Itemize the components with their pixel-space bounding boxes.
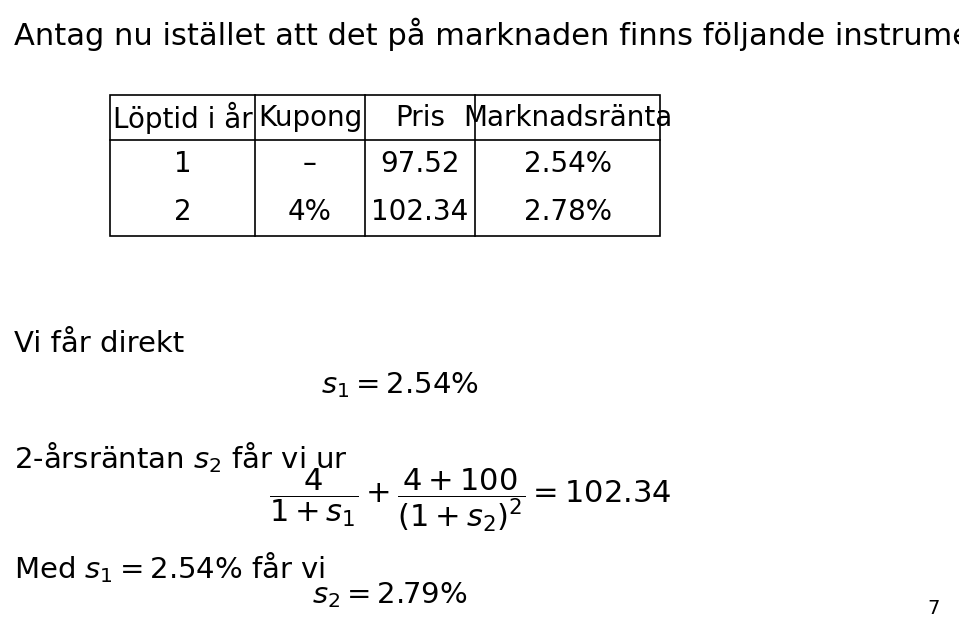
Text: $s_1 = 2.54\%$: $s_1 = 2.54\%$ xyxy=(321,370,479,400)
Text: $s_2 = 2.79\%$: $s_2 = 2.79\%$ xyxy=(313,580,468,610)
Text: 2.54%: 2.54% xyxy=(524,150,612,178)
Text: Med $s_1 = 2.54\%$ får vi: Med $s_1 = 2.54\%$ får vi xyxy=(14,550,325,585)
Text: 102.34: 102.34 xyxy=(371,198,469,226)
Text: Löptid i år: Löptid i år xyxy=(112,101,252,133)
Text: 97.52: 97.52 xyxy=(381,150,459,178)
Text: –: – xyxy=(303,150,316,178)
Text: 1: 1 xyxy=(174,150,191,178)
Text: 4%: 4% xyxy=(288,198,332,226)
Text: Kupong: Kupong xyxy=(258,104,363,131)
Text: Pris: Pris xyxy=(395,104,445,131)
Text: 7: 7 xyxy=(927,599,940,618)
Text: Marknadsränta: Marknadsränta xyxy=(463,104,672,131)
Text: 2: 2 xyxy=(174,198,191,226)
Text: 2-årsräntan $s_2$ får vi ur: 2-årsräntan $s_2$ får vi ur xyxy=(14,440,348,475)
Text: 2.78%: 2.78% xyxy=(524,198,612,226)
Text: $\dfrac{4}{1+s_1} + \dfrac{4+100}{(1+s_2)^2} = 102.34$: $\dfrac{4}{1+s_1} + \dfrac{4+100}{(1+s_2… xyxy=(269,466,671,534)
Text: Antag nu istället att det på marknaden finns följande instrument:: Antag nu istället att det på marknaden f… xyxy=(14,18,959,51)
Text: Vi får direkt: Vi får direkt xyxy=(14,330,184,358)
Bar xyxy=(110,95,660,236)
